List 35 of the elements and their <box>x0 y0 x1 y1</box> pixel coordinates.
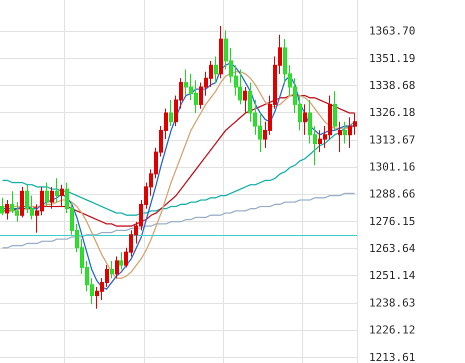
candlestick <box>5 199 9 220</box>
y-tick-label: 1326.18 <box>369 106 416 120</box>
y-tick-label: 1288.66 <box>369 188 416 201</box>
candlestick <box>338 121 342 153</box>
y-tick-label: 1301.16 <box>369 160 416 174</box>
candlestick <box>115 256 119 279</box>
candlestick <box>55 178 59 203</box>
candlestick <box>20 186 24 218</box>
y-tick-label: 1363.70 <box>369 24 416 38</box>
candlestick <box>214 56 218 84</box>
candlestick <box>0 197 4 216</box>
candlestick <box>110 260 114 279</box>
y-tick-label: 1226.12 <box>369 324 416 337</box>
candlestick <box>238 69 242 105</box>
candlestick <box>243 86 247 114</box>
y-tick-label: 1276.15 <box>369 214 416 228</box>
y-tick-label: 1238.63 <box>369 296 416 310</box>
line-series <box>2 94 356 227</box>
line-series <box>2 121 356 216</box>
y-tick-label: 1251.14 <box>369 269 416 282</box>
candlestick <box>119 252 123 270</box>
candlestick <box>219 26 223 79</box>
y-tick-label: 1213.61 <box>369 350 416 363</box>
candlestick <box>50 186 54 210</box>
candlestick <box>60 184 64 207</box>
candlestick <box>45 182 49 207</box>
line-series <box>2 192 356 248</box>
y-tick-label: 1263.64 <box>369 242 416 256</box>
candlestick <box>303 104 307 136</box>
y-tick-label: 1313.67 <box>369 133 416 146</box>
candlestick <box>169 99 173 127</box>
y-tick-label: 1351.19 <box>369 52 416 65</box>
y-tick-label: 1338.68 <box>369 78 416 92</box>
candlestick <box>333 90 337 131</box>
candlestick <box>343 121 347 144</box>
